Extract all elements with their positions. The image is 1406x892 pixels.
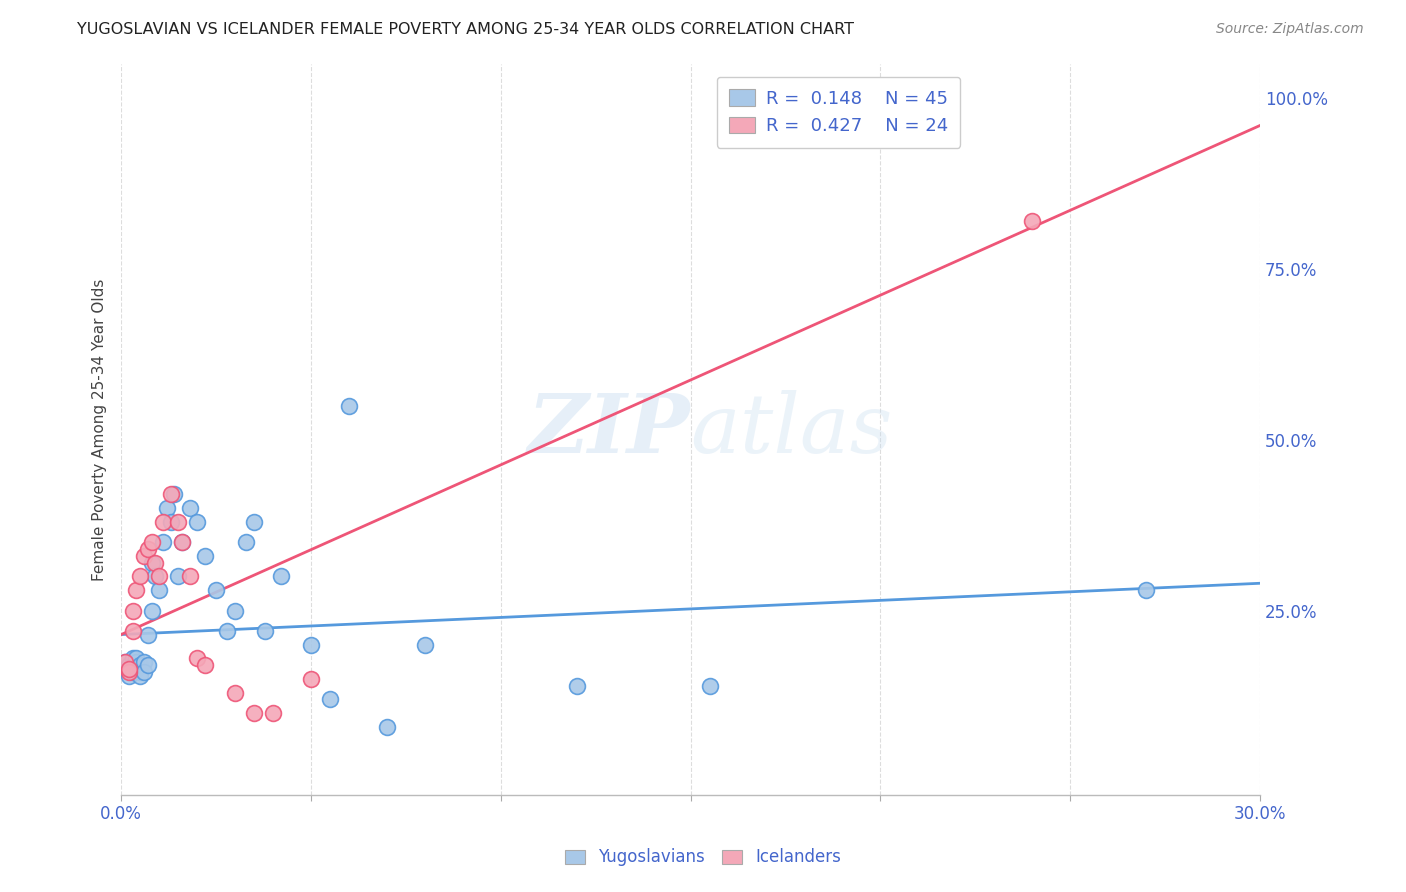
Text: Source: ZipAtlas.com: Source: ZipAtlas.com [1216,22,1364,37]
Point [699,679,721,693]
Point [129,658,152,673]
Point [167,569,190,583]
Point [179,569,201,583]
Legend: R =  0.148    N = 45, R =  0.427    N = 24: R = 0.148 N = 45, R = 0.427 N = 24 [717,77,960,147]
Point [179,501,201,516]
Point [262,706,284,720]
Point [125,651,148,665]
Point [186,651,208,665]
Point [159,487,181,501]
Point [159,515,181,529]
Point [121,658,143,673]
Point [125,655,148,669]
Point [121,665,143,679]
Point [299,638,322,652]
Point [319,692,342,706]
Point [337,399,360,413]
Point [129,665,152,679]
Point [121,651,143,665]
Text: YUGOSLAVIAN VS ICELANDER FEMALE POVERTY AMONG 25-34 YEAR OLDS CORRELATION CHART: YUGOSLAVIAN VS ICELANDER FEMALE POVERTY … [77,22,855,37]
Point [170,535,193,549]
Point [118,668,141,682]
Point [413,638,436,652]
Point [235,535,257,549]
Point [125,583,148,598]
Point [121,624,143,639]
Text: ZIP: ZIP [527,390,690,469]
Point [194,549,217,563]
Point [152,535,174,549]
Point [1135,583,1157,598]
Point [145,569,167,583]
Point [148,583,170,598]
Point [224,604,246,618]
Legend: Yugoslavians, Icelanders: Yugoslavians, Icelanders [557,840,849,875]
Point [125,662,148,676]
Point [118,662,141,676]
Point [224,685,246,699]
Point [114,655,136,669]
Point [114,655,136,669]
Point [243,515,266,529]
Point [156,501,179,516]
Point [136,658,159,673]
Point [118,665,141,679]
Point [129,569,152,583]
Point [114,662,136,676]
Point [129,668,152,682]
Point [132,655,155,669]
Point [194,658,217,673]
Point [1021,214,1043,228]
Point [152,515,174,529]
Point [121,604,143,618]
Point [299,672,322,686]
Point [167,515,190,529]
Point [118,658,141,673]
Point [243,706,266,720]
Point [375,720,398,734]
Point [217,624,239,639]
Point [141,535,163,549]
Point [270,569,292,583]
Y-axis label: Female Poverty Among 25-34 Year Olds: Female Poverty Among 25-34 Year Olds [93,278,107,581]
Point [141,556,163,570]
Point [205,583,228,598]
Point [136,627,159,641]
Point [141,604,163,618]
Point [163,487,186,501]
Point [132,665,155,679]
Point [565,679,588,693]
Point [136,542,159,557]
Point [148,569,170,583]
Text: atlas: atlas [690,390,893,469]
Point [170,535,193,549]
Point [254,624,277,639]
Point [145,556,167,570]
Point [132,549,155,563]
Point [186,515,208,529]
